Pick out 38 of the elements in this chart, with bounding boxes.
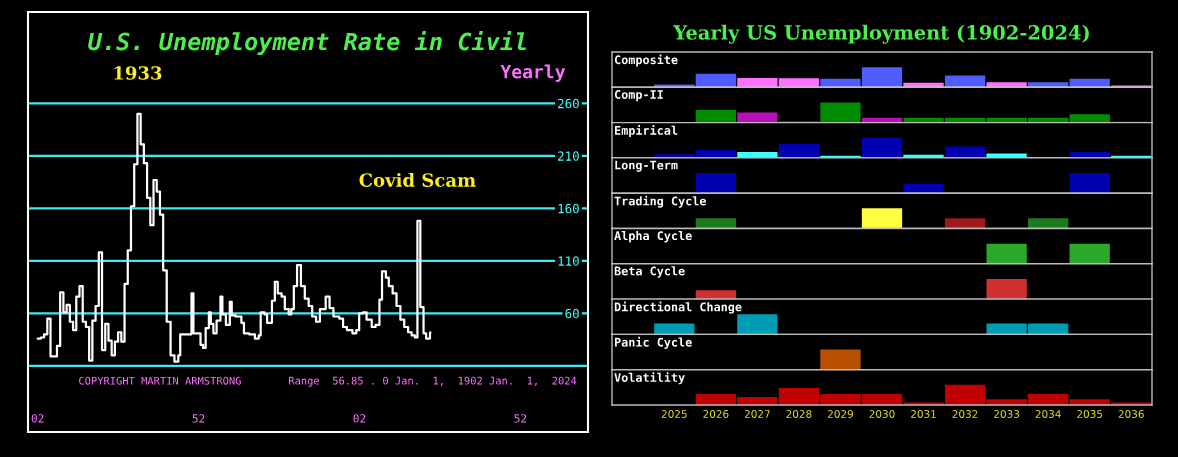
- x-tick-label: 2032: [952, 410, 978, 418]
- y-axis-title: Volatility: [614, 372, 685, 385]
- x-tick-label: 2027: [744, 410, 770, 418]
- x-tick-label: 2031: [911, 410, 936, 418]
- chart-title: Yearly US Unemployment (1902-2024): [673, 24, 1089, 44]
- x-tick-label: 2026: [703, 410, 729, 418]
- x-tick-label: 2029: [827, 410, 853, 418]
- y-axis-title: Alpha Cycle: [614, 230, 692, 243]
- x-tick-label: 02: [353, 414, 366, 423]
- y-axis-title: Directional Change: [614, 301, 742, 314]
- x-tick-label: 52: [514, 414, 527, 423]
- y-axis-title: Composite: [614, 54, 678, 67]
- y-tick-label: 210: [558, 151, 579, 161]
- annotation: 1933: [114, 66, 162, 80]
- x-tick-label: 2035: [1077, 410, 1103, 418]
- x-tick-label: 2034: [1035, 410, 1061, 418]
- y-axis-title: Beta Cycle: [614, 266, 685, 278]
- x-tick-label: 2030: [869, 410, 895, 418]
- y-tick-label: 260: [558, 98, 579, 109]
- x-tick-label: 2036: [1118, 410, 1144, 418]
- y-tick-label: 110: [558, 256, 579, 266]
- x-tick-label: 2028: [786, 410, 812, 418]
- x-tick-label: 2033: [994, 410, 1020, 418]
- x-tick-label: 52: [192, 414, 205, 423]
- annotation: COPYRIGHT MARTIN ARMSTRONG: [79, 376, 241, 385]
- y-axis-title: Empirical: [615, 125, 678, 138]
- y-axis-title: Panic Cycle: [615, 336, 692, 349]
- y-axis-title: Comp-II: [614, 89, 663, 102]
- annotation: Covid Scam: [359, 172, 476, 187]
- x-tick-label: 2025: [661, 410, 687, 418]
- y-axis-title: Trading Cycle: [614, 195, 706, 208]
- y-axis-title: Long-Term: [615, 160, 678, 172]
- text: Yearly: [500, 64, 566, 82]
- x-tick-label: 02: [31, 414, 44, 423]
- y-tick-label: 160: [558, 203, 579, 214]
- y-tick-label: 60: [565, 308, 579, 319]
- annotation: Range 56.85 . 0 Jan. 1, 1902 Jan. 1, 2024: [289, 376, 577, 387]
- text: U.S. Unemployment Rate in Civil: [88, 30, 527, 56]
